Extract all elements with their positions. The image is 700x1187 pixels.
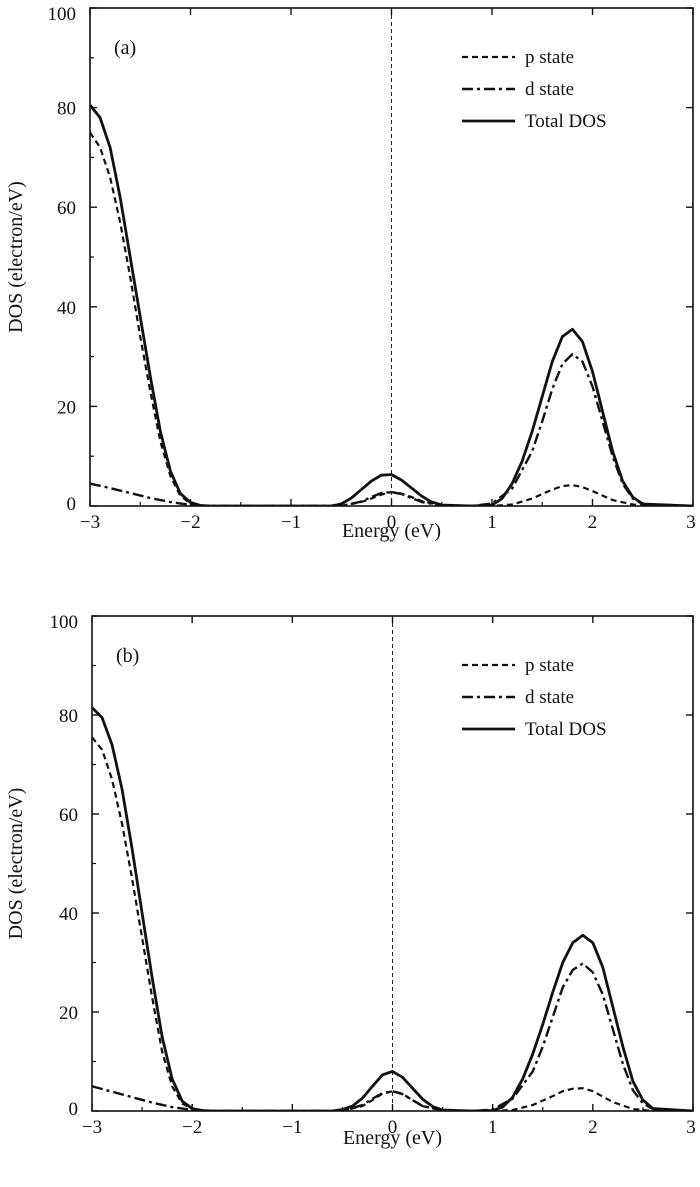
y-tick-label: 100: [48, 4, 77, 25]
y-tick-label: 0: [67, 494, 77, 515]
series-line-total-dos: [92, 706, 693, 1111]
legend: p state d state Total DOS: [462, 655, 607, 740]
chart-panel-a: −3 −2 −1 0 1 2 3 0 20 40 60 80 100 Energy (eV) DOS (el…: [5, 4, 696, 542]
legend-label: d state: [525, 687, 574, 708]
y-tick-label: 60: [59, 805, 78, 826]
legend-label: d state: [525, 79, 574, 100]
x-tick-label: 3: [686, 512, 696, 533]
legend-label: Total DOS: [525, 719, 607, 740]
y-tick-label: 100: [50, 612, 79, 633]
y-tick-label: 80: [59, 706, 78, 727]
x-tick-label: −3: [80, 512, 100, 533]
x-axis-label: Energy (eV): [342, 520, 441, 542]
y-tick-label: 60: [57, 198, 76, 219]
x-tick-label: −1: [282, 1117, 302, 1138]
x-tick-label: −2: [180, 512, 200, 533]
series-line-p-state: [90, 131, 693, 506]
x-tick-label: 0: [387, 512, 397, 533]
legend-label: p state: [525, 655, 574, 676]
y-tick-label: 40: [59, 904, 78, 925]
y-tick-label: 20: [59, 1003, 78, 1024]
y-axis-label: DOS (electron/eV): [5, 788, 27, 940]
x-tick-label: 1: [487, 512, 497, 533]
chart-panel-b: −3 −2 −1 0 1 2 3 0 20 40 60 80 100 Energy (eV) DOS (el…: [5, 612, 696, 1149]
x-tick-label: −3: [82, 1117, 102, 1138]
x-tick-label: −1: [281, 512, 301, 533]
panel-label: (b): [116, 645, 139, 667]
panel-label: (a): [114, 37, 136, 59]
x-axis-label: Energy (eV): [343, 1127, 442, 1149]
x-tick-label: 2: [588, 1117, 598, 1138]
y-axis-label: DOS (electron/eV): [5, 181, 27, 333]
y-tick-label: 40: [57, 298, 76, 319]
x-tick-label: 0: [388, 1117, 398, 1138]
x-tick-label: 2: [588, 512, 598, 533]
y-tick-label: 80: [57, 99, 76, 120]
x-tick-label: 1: [488, 1117, 498, 1138]
x-tick-label: 3: [686, 1117, 696, 1138]
legend: p state d state Total DOS: [462, 47, 607, 132]
x-tick-label: −2: [182, 1117, 202, 1138]
legend-label: Total DOS: [525, 111, 607, 132]
series-line-total-dos: [90, 104, 693, 506]
y-tick-label: 0: [69, 1099, 79, 1120]
legend-label: p state: [525, 47, 574, 68]
y-tick-label: 20: [57, 397, 76, 418]
